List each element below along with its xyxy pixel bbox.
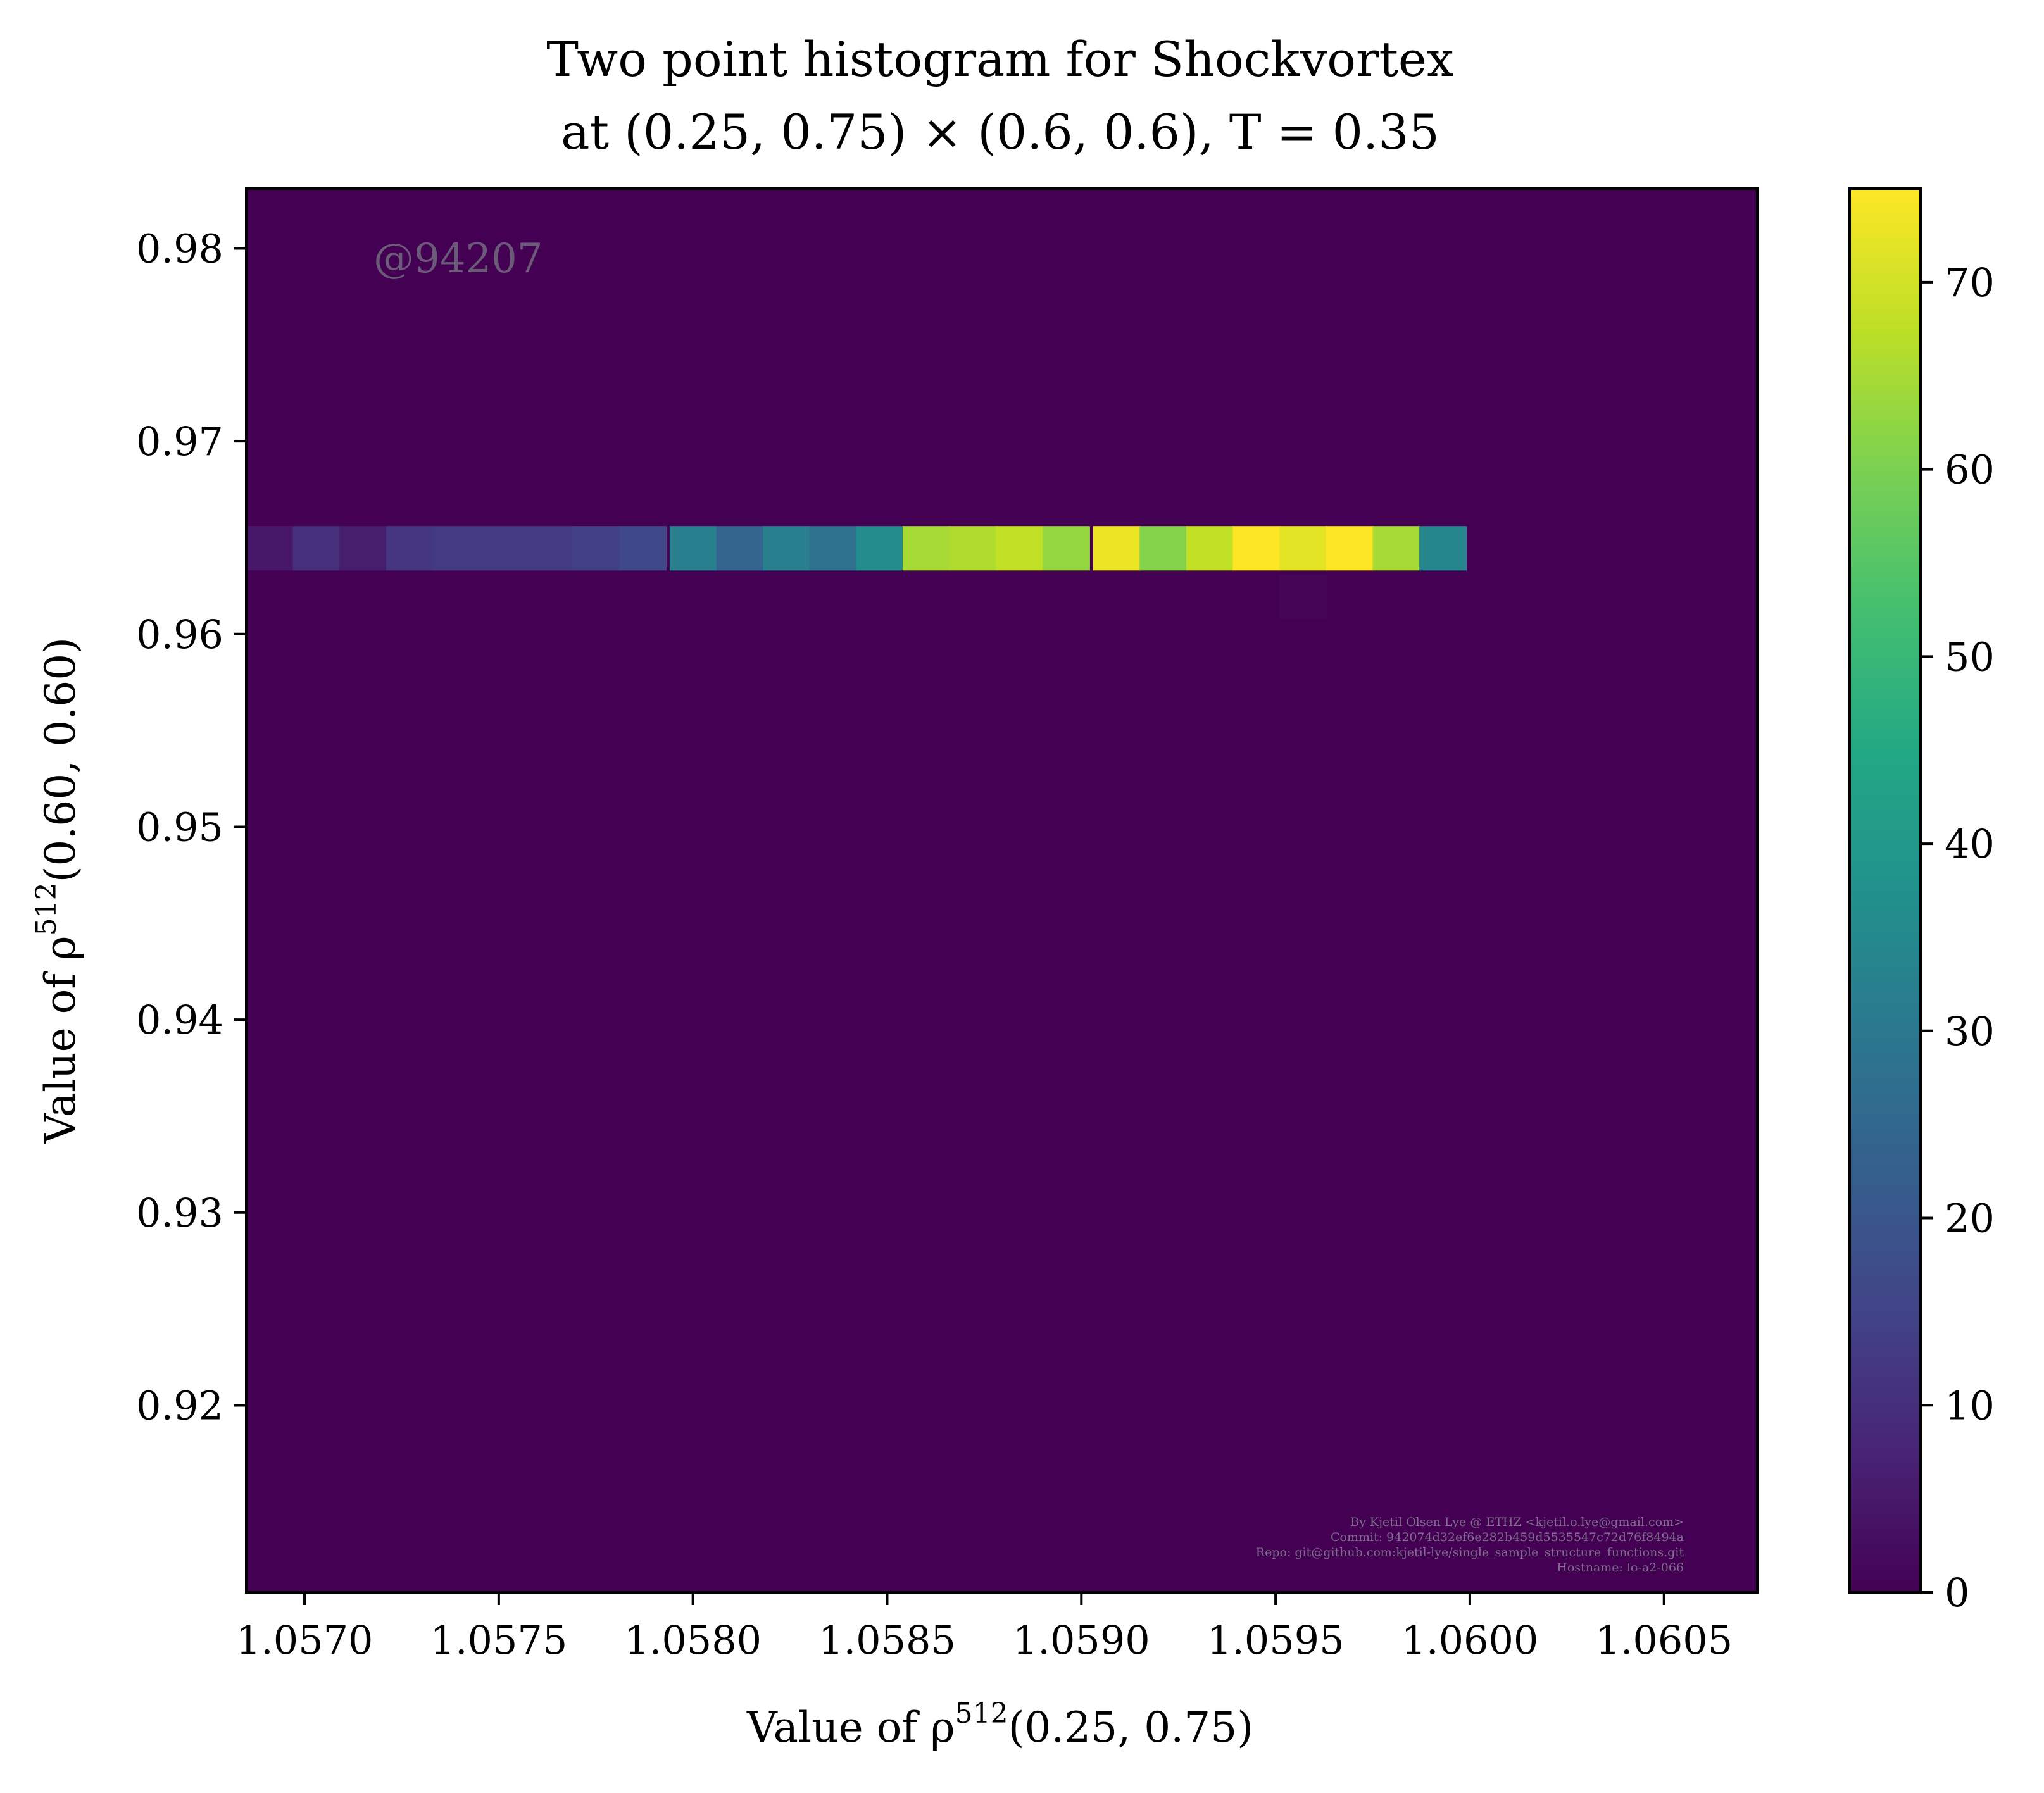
y-tick-label: 0.93: [136, 1190, 223, 1236]
x-axis-label-tail: (0.25, 0.75): [1008, 1703, 1253, 1752]
histogram-bin: [996, 526, 1044, 571]
colorbar-ticks: 0 10 20 30 40 50 60 70: [1921, 259, 1995, 1616]
histogram-bin: [246, 526, 294, 571]
x-tick-label: 1.0600: [1401, 1617, 1538, 1663]
y-tick-label: 0.98: [136, 225, 223, 272]
histogram-bin: [1093, 526, 1141, 571]
y-tick-label: 0.94: [136, 997, 223, 1043]
watermark-label: @94207: [373, 235, 543, 282]
colorbar: [1848, 187, 1922, 1594]
histogram-bin: [856, 526, 904, 571]
histogram-bin: [1042, 526, 1090, 571]
histogram-bin: [339, 526, 387, 571]
colorbar-tick-label: 30: [1945, 1008, 1995, 1054]
histogram-bin: [1372, 526, 1420, 571]
y-tick-label: 0.97: [136, 418, 223, 465]
x-tick-label: 1.0605: [1595, 1617, 1733, 1663]
y-tick-label: 0.92: [136, 1382, 223, 1428]
footer-credits: By Kjetil Olsen Lye @ ETHZ <kjetil.o.lye…: [1256, 1515, 1684, 1575]
x-tick-label: 1.0580: [624, 1617, 762, 1663]
y-axis-label-main: Value of ρ: [36, 935, 85, 1144]
histogram-bin: [809, 526, 857, 571]
x-tick-label: 1.0570: [236, 1617, 373, 1663]
colorbar-tick-label: 50: [1945, 634, 1995, 680]
histogram-bin: [479, 526, 527, 571]
y-axis-ticks: 0.92 0.93 0.94 0.95 0.96 0.97 0.98: [136, 225, 246, 1428]
x-tick-label: 1.0585: [818, 1617, 956, 1663]
histogram-bin: [763, 526, 811, 571]
colorbar-tick-label: 60: [1945, 447, 1995, 493]
y-axis-label-sup: 512: [30, 882, 63, 935]
histogram-bin: [619, 526, 667, 571]
colorbar-tick-label: 10: [1945, 1382, 1995, 1428]
x-axis-label-sup: 512: [955, 1697, 1008, 1730]
x-tick-label: 1.0595: [1207, 1617, 1345, 1663]
x-tick-label: 1.0575: [430, 1617, 567, 1663]
footer-line: By Kjetil Olsen Lye @ ETHZ <kjetil.o.lye…: [1350, 1515, 1684, 1529]
histogram-bin: [572, 526, 620, 571]
histogram-bin: [949, 526, 997, 571]
colorbar-tick-label: 20: [1945, 1196, 1995, 1242]
colorbar-tick-label: 0: [1945, 1570, 1969, 1616]
footer-line: Repo: git@github.com:kjetil-lye/single_s…: [1256, 1546, 1684, 1559]
y-axis-label-tail: (0.60, 0.60): [36, 637, 85, 882]
x-axis-label-main: Value of ρ: [746, 1703, 955, 1752]
histogram-bin: [1139, 526, 1188, 571]
colorbar-tick-label: 40: [1945, 821, 1995, 867]
histogram-bin: [1279, 574, 1327, 619]
histogram-bin: [669, 526, 717, 571]
histogram-bin: [1186, 526, 1234, 571]
footer-line: Commit: 942074d32ef6e282b459d5535547c72d…: [1331, 1530, 1684, 1544]
histogram-bin: [432, 526, 480, 571]
x-tick-label: 1.0590: [1013, 1617, 1150, 1663]
plot-area: [246, 189, 1757, 1592]
histogram-bin: [1279, 526, 1327, 571]
footer-line: Hostname: lo-a2-066: [1557, 1561, 1684, 1575]
histogram-bins: [246, 526, 1467, 619]
y-axis-label: Value of ρ512(0.60, 0.60): [30, 637, 85, 1144]
histogram-bin: [1326, 526, 1374, 571]
colorbar-tick-label: 70: [1945, 259, 1995, 306]
chart-title-line1: Two point histogram for Shockvortex: [546, 31, 1454, 87]
histogram-bin: [1232, 526, 1281, 571]
histogram-bin: [903, 526, 950, 571]
histogram-bin: [292, 526, 341, 571]
histogram-bin: [525, 526, 574, 571]
y-tick-label: 0.96: [136, 611, 223, 658]
plot-frame: [245, 187, 1759, 1594]
x-axis-ticks: 1.0570 1.0575 1.0580 1.0585 1.0590 1.0595 1.06…: [236, 1592, 1733, 1663]
histogram-bin: [716, 526, 764, 571]
chart-title-line2: at (0.25, 0.75) × (0.6, 0.6), T = 0.35: [561, 104, 1439, 160]
histogram-bin: [386, 526, 434, 571]
y-tick-label: 0.95: [136, 804, 223, 850]
histogram-bin: [1419, 526, 1467, 571]
x-axis-label: Value of ρ512(0.25, 0.75): [746, 1697, 1253, 1752]
